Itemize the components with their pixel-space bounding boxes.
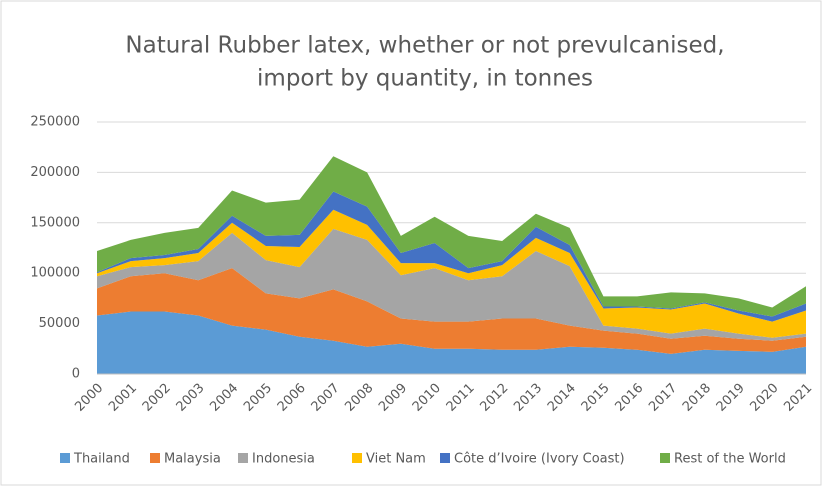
chart-title: Natural Rubber latex, whether or not pre… <box>125 33 724 59</box>
area <box>97 228 806 341</box>
area <box>97 268 806 354</box>
legend-label: Rest of the World <box>674 452 786 467</box>
area <box>97 156 806 317</box>
legend-swatch <box>352 453 362 463</box>
y-tick-label: 250000 <box>30 115 80 130</box>
legend-label: Thailand <box>73 452 130 467</box>
legend-swatch <box>238 453 248 463</box>
legend-label: Côte d’Ivoire (Ivory Coast) <box>454 452 625 467</box>
y-tick-label: 50000 <box>39 316 80 331</box>
legend-swatch <box>660 453 670 463</box>
chart-title: import by quantity, in tonnes <box>257 66 593 92</box>
legend-swatch <box>440 453 450 463</box>
y-tick-label: 100000 <box>30 266 80 281</box>
legend-swatch <box>150 453 160 463</box>
area <box>97 191 806 322</box>
y-tick-label: 200000 <box>30 165 80 180</box>
y-tick-label: 0 <box>72 367 80 382</box>
legend-label: Indonesia <box>252 452 315 467</box>
y-tick-label: 150000 <box>30 215 80 230</box>
legend-swatch <box>60 453 70 463</box>
legend-label: Malaysia <box>164 452 221 467</box>
legend-label: Viet Nam <box>366 452 426 467</box>
area <box>97 311 806 374</box>
area <box>97 209 806 338</box>
